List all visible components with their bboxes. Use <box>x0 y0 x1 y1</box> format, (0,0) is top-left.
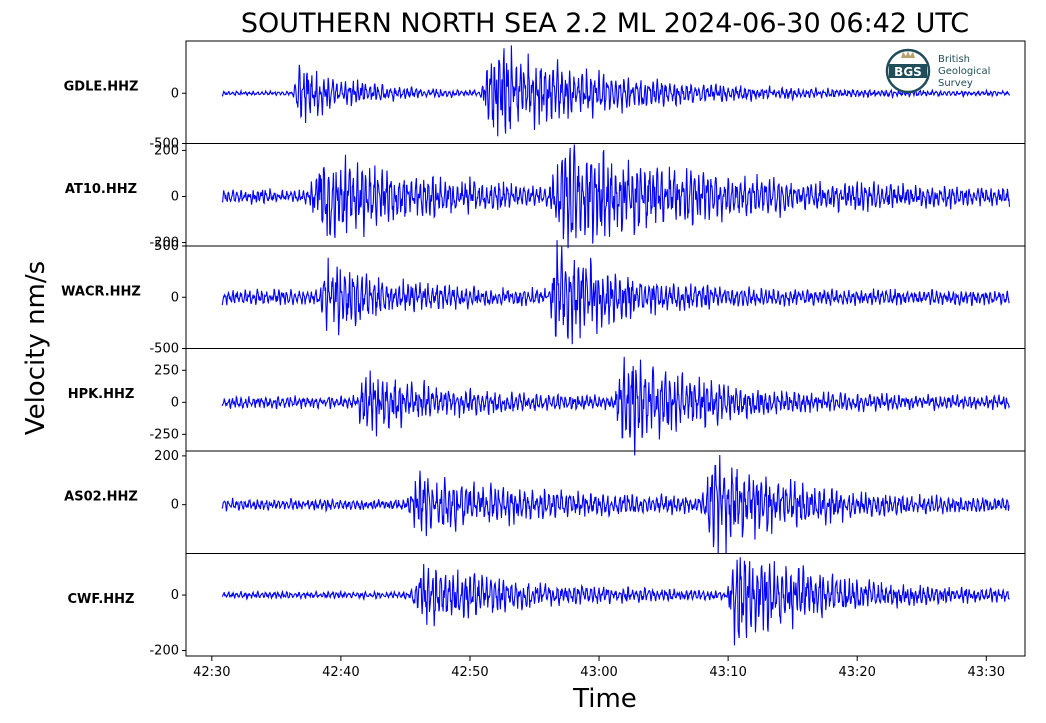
panel-at10-hhz: 200 0 -200 AT10.HHZ <box>65 143 1026 251</box>
y-tick-label: 500 <box>154 239 179 254</box>
x-axis: 42:30 42:40 42:50 43:00 43:10 43:20 43:30 <box>193 656 1005 680</box>
y-axis-label: Velocity nm/s <box>21 261 51 435</box>
waveform-trace <box>221 240 1010 345</box>
station-panels: 0 -500 GDLE.HHZ 200 0 -200 AT10.HHZ 500 0 -500 WAC… <box>61 40 1026 658</box>
waveform-trace <box>221 45 1011 137</box>
y-tick-label: 0 <box>171 290 179 305</box>
station-label: AS02.HHZ <box>64 489 138 504</box>
logo-line-1: British <box>938 54 970 65</box>
y-tick-label: 0 <box>171 498 179 513</box>
waveform-trace <box>221 144 1011 249</box>
waveform-trace <box>221 455 1010 554</box>
x-tick-label: 42:30 <box>193 665 230 680</box>
panel-wacr-hhz: 500 0 -500 WACR.HHZ <box>61 239 1026 357</box>
y-tick-label: -500 <box>149 342 179 357</box>
logo-crown-icon <box>901 51 915 58</box>
y-tick-label: 0 <box>171 86 179 101</box>
x-tick-label: 43:20 <box>838 665 875 680</box>
x-tick-label: 42:50 <box>451 665 488 680</box>
y-tick-label: -250 <box>149 427 179 442</box>
station-label: AT10.HHZ <box>65 182 137 197</box>
x-tick-label: 43:10 <box>709 665 746 680</box>
panel-gdle-hhz: 0 -500 GDLE.HHZ <box>64 40 1026 152</box>
panel-as02-hhz: 200 0 AS02.HHZ <box>64 449 1026 554</box>
y-tick-label: 200 <box>154 143 179 158</box>
x-tick-label: 43:30 <box>968 665 1005 680</box>
x-axis-label: Time <box>572 684 637 714</box>
logo-line-3: Survey <box>938 78 973 89</box>
bgs-logo: BGS British Geological Survey <box>885 48 990 94</box>
y-tick-label: -500 <box>149 137 179 152</box>
y-tick-label: 0 <box>171 395 179 410</box>
y-tick-label: 0 <box>171 189 179 204</box>
logo-line-2: Geological <box>938 66 990 77</box>
x-tick-label: 42:40 <box>322 665 359 680</box>
chart-title: SOUTHERN NORTH SEA 2.2 ML 2024-06-30 06:… <box>241 8 969 39</box>
y-tick-label: -200 <box>149 236 179 251</box>
y-tick-label: 250 <box>154 363 179 378</box>
station-label: CWF.HHZ <box>68 592 135 607</box>
panel-cwf-hhz: 0 -200 CWF.HHZ <box>68 553 1026 658</box>
y-tick-label: 0 <box>171 588 179 603</box>
x-tick-label: 43:00 <box>580 665 617 680</box>
panel-hpk-hhz: 250 0 -250 HPK.HHZ <box>68 348 1026 456</box>
y-tick-label: 200 <box>154 449 179 464</box>
panel-frame <box>185 553 1026 657</box>
logo-band <box>889 64 927 78</box>
waveform-trace <box>221 356 1010 456</box>
station-label: HPK.HHZ <box>68 387 135 402</box>
logo-abbr: BGS <box>894 65 922 79</box>
station-label: GDLE.HHZ <box>64 79 139 94</box>
station-label: WACR.HHZ <box>61 284 141 299</box>
y-tick-label: -200 <box>149 643 179 658</box>
waveform-trace <box>221 557 1010 646</box>
